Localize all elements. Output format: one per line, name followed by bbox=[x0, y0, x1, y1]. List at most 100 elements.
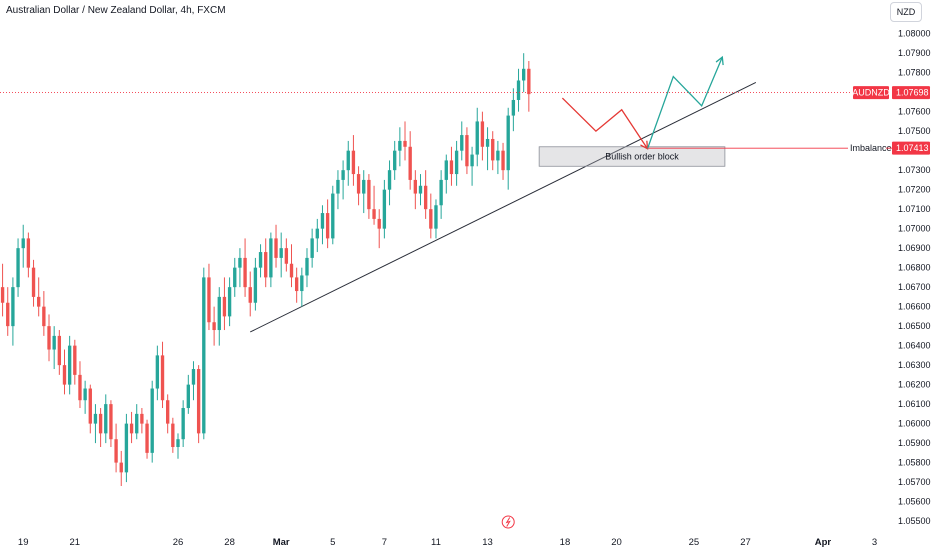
candle-body bbox=[114, 439, 118, 463]
candle-body bbox=[351, 150, 356, 175]
candle-body bbox=[98, 413, 103, 434]
candle-body bbox=[279, 248, 283, 258]
candle-body bbox=[485, 138, 490, 147]
candle-body bbox=[222, 296, 227, 317]
y-tick-label: 1.06800 bbox=[898, 263, 931, 273]
candle-body bbox=[294, 277, 299, 292]
y-tick-label: 1.07600 bbox=[898, 107, 931, 117]
candle-body bbox=[377, 218, 381, 229]
candle-body bbox=[186, 384, 190, 409]
candle-body bbox=[449, 160, 454, 175]
candle-body bbox=[444, 160, 448, 180]
y-tick-label: 1.05500 bbox=[898, 516, 931, 526]
candle-body bbox=[387, 170, 392, 190]
candle-body bbox=[470, 154, 474, 167]
currency-button[interactable]: NZD bbox=[890, 2, 922, 22]
y-tick-label: 1.05600 bbox=[898, 497, 931, 507]
candle-body bbox=[62, 365, 67, 385]
candle-body bbox=[465, 135, 469, 167]
candle-body bbox=[202, 277, 206, 434]
candle-body bbox=[367, 179, 371, 210]
y-tick-label: 1.07500 bbox=[898, 126, 931, 136]
candle-body bbox=[511, 99, 516, 116]
candle-body bbox=[243, 257, 247, 288]
candle-body bbox=[382, 189, 387, 229]
candle-body bbox=[129, 423, 134, 434]
candle-body bbox=[346, 150, 350, 171]
projection-up bbox=[646, 56, 723, 149]
projection-up-arrowhead bbox=[715, 55, 724, 66]
candle-body bbox=[176, 439, 180, 448]
y-tick-label: 1.06900 bbox=[898, 243, 931, 253]
candle-body bbox=[258, 252, 263, 268]
y-tick-label: 1.06000 bbox=[898, 419, 931, 429]
projection-layer bbox=[561, 55, 724, 150]
symbol-tag-label: AUDNZD bbox=[852, 88, 890, 98]
y-tick-label: 1.06500 bbox=[898, 321, 931, 331]
y-tick-label: 1.07200 bbox=[898, 185, 931, 195]
order-block-zone bbox=[538, 146, 726, 167]
candle-body bbox=[527, 68, 531, 95]
y-tick-label: 1.06600 bbox=[898, 302, 931, 312]
y-tick-label: 1.06200 bbox=[898, 380, 931, 390]
candle-body bbox=[16, 248, 20, 288]
x-tick-label: 21 bbox=[70, 537, 81, 548]
candle-body bbox=[160, 355, 165, 401]
x-tick-label: Apr bbox=[815, 537, 832, 548]
candle-body bbox=[93, 413, 98, 424]
candle-body bbox=[413, 179, 418, 194]
axes-layer: 1.08000 1.07900 1.07800 1.07600 1.07500 1.073… bbox=[18, 29, 931, 548]
y-tick-label: 1.08000 bbox=[898, 29, 931, 39]
candle-body bbox=[31, 267, 36, 297]
candle-body bbox=[47, 326, 51, 350]
x-tick-label: 7 bbox=[382, 537, 387, 548]
candle-body bbox=[145, 423, 149, 453]
candle-body bbox=[11, 287, 15, 327]
candle-body bbox=[423, 185, 428, 210]
candle-body bbox=[104, 404, 108, 434]
y-tick-label: 1.06700 bbox=[898, 282, 931, 292]
candle-body bbox=[341, 170, 345, 180]
candle-body bbox=[253, 267, 258, 303]
candle-body bbox=[496, 150, 500, 161]
x-tick-label: 27 bbox=[740, 537, 751, 548]
current-price-tag bbox=[892, 86, 930, 100]
trendline-layer bbox=[250, 81, 757, 333]
candle-body bbox=[26, 238, 31, 268]
candle-body bbox=[310, 238, 314, 258]
candle-body bbox=[398, 140, 402, 151]
lightning-icon bbox=[505, 517, 511, 527]
imbalance-label: Imbalance bbox=[850, 143, 892, 153]
candle-body bbox=[516, 80, 521, 100]
order-block-layer: Bullish order block bbox=[538, 146, 726, 167]
candle-body bbox=[372, 209, 376, 219]
candle-body bbox=[37, 296, 41, 307]
candle-body bbox=[83, 388, 87, 401]
candle-body bbox=[460, 135, 464, 151]
candle-body bbox=[320, 213, 325, 229]
candle-body bbox=[439, 179, 443, 206]
candle-body bbox=[264, 252, 268, 278]
imbalance-value: 1.07413 bbox=[896, 143, 929, 153]
imbalance-tag bbox=[892, 141, 930, 155]
candle-body bbox=[181, 408, 185, 440]
candle-body bbox=[238, 257, 242, 268]
y-tick-label: 1.06400 bbox=[898, 341, 931, 351]
candle-body bbox=[331, 193, 335, 239]
price-lines-layer: AUDNZD 1.07698 Imbalance 1.07413 bbox=[0, 86, 930, 155]
candle-body bbox=[362, 179, 366, 194]
candle-body bbox=[506, 115, 510, 171]
x-tick-label: 3 bbox=[872, 537, 877, 548]
x-tick-label: 20 bbox=[611, 537, 622, 548]
y-tick-label: 1.07000 bbox=[898, 224, 931, 234]
candle-body bbox=[305, 257, 309, 276]
candle-body bbox=[429, 209, 433, 229]
candle-body bbox=[522, 68, 526, 81]
x-tick-label: 19 bbox=[18, 537, 29, 548]
candle-body bbox=[454, 150, 459, 175]
y-tick-label: 1.05700 bbox=[898, 477, 931, 487]
candle-body bbox=[57, 335, 62, 366]
candle-body bbox=[284, 248, 289, 264]
y-tick-label: 1.05900 bbox=[898, 438, 931, 448]
